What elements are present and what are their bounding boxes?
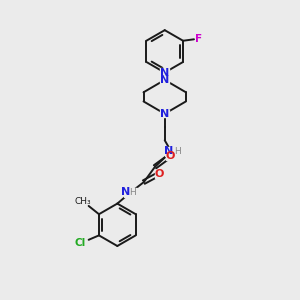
Bar xyxy=(165,147,177,156)
Bar xyxy=(160,76,169,83)
Text: N: N xyxy=(160,109,169,119)
Text: H: H xyxy=(130,188,136,197)
Text: CH₃: CH₃ xyxy=(74,197,91,206)
Bar xyxy=(160,110,169,117)
Bar xyxy=(160,68,169,77)
Text: O: O xyxy=(154,169,164,179)
Text: H: H xyxy=(174,147,181,156)
Text: Cl: Cl xyxy=(74,238,85,248)
Text: N: N xyxy=(160,68,169,78)
Text: N: N xyxy=(164,146,173,157)
Text: F: F xyxy=(195,34,202,44)
Bar xyxy=(166,152,174,160)
Bar xyxy=(124,188,137,196)
Text: O: O xyxy=(166,151,175,160)
Text: N: N xyxy=(121,188,130,197)
Bar xyxy=(155,170,163,178)
Text: N: N xyxy=(160,75,169,85)
